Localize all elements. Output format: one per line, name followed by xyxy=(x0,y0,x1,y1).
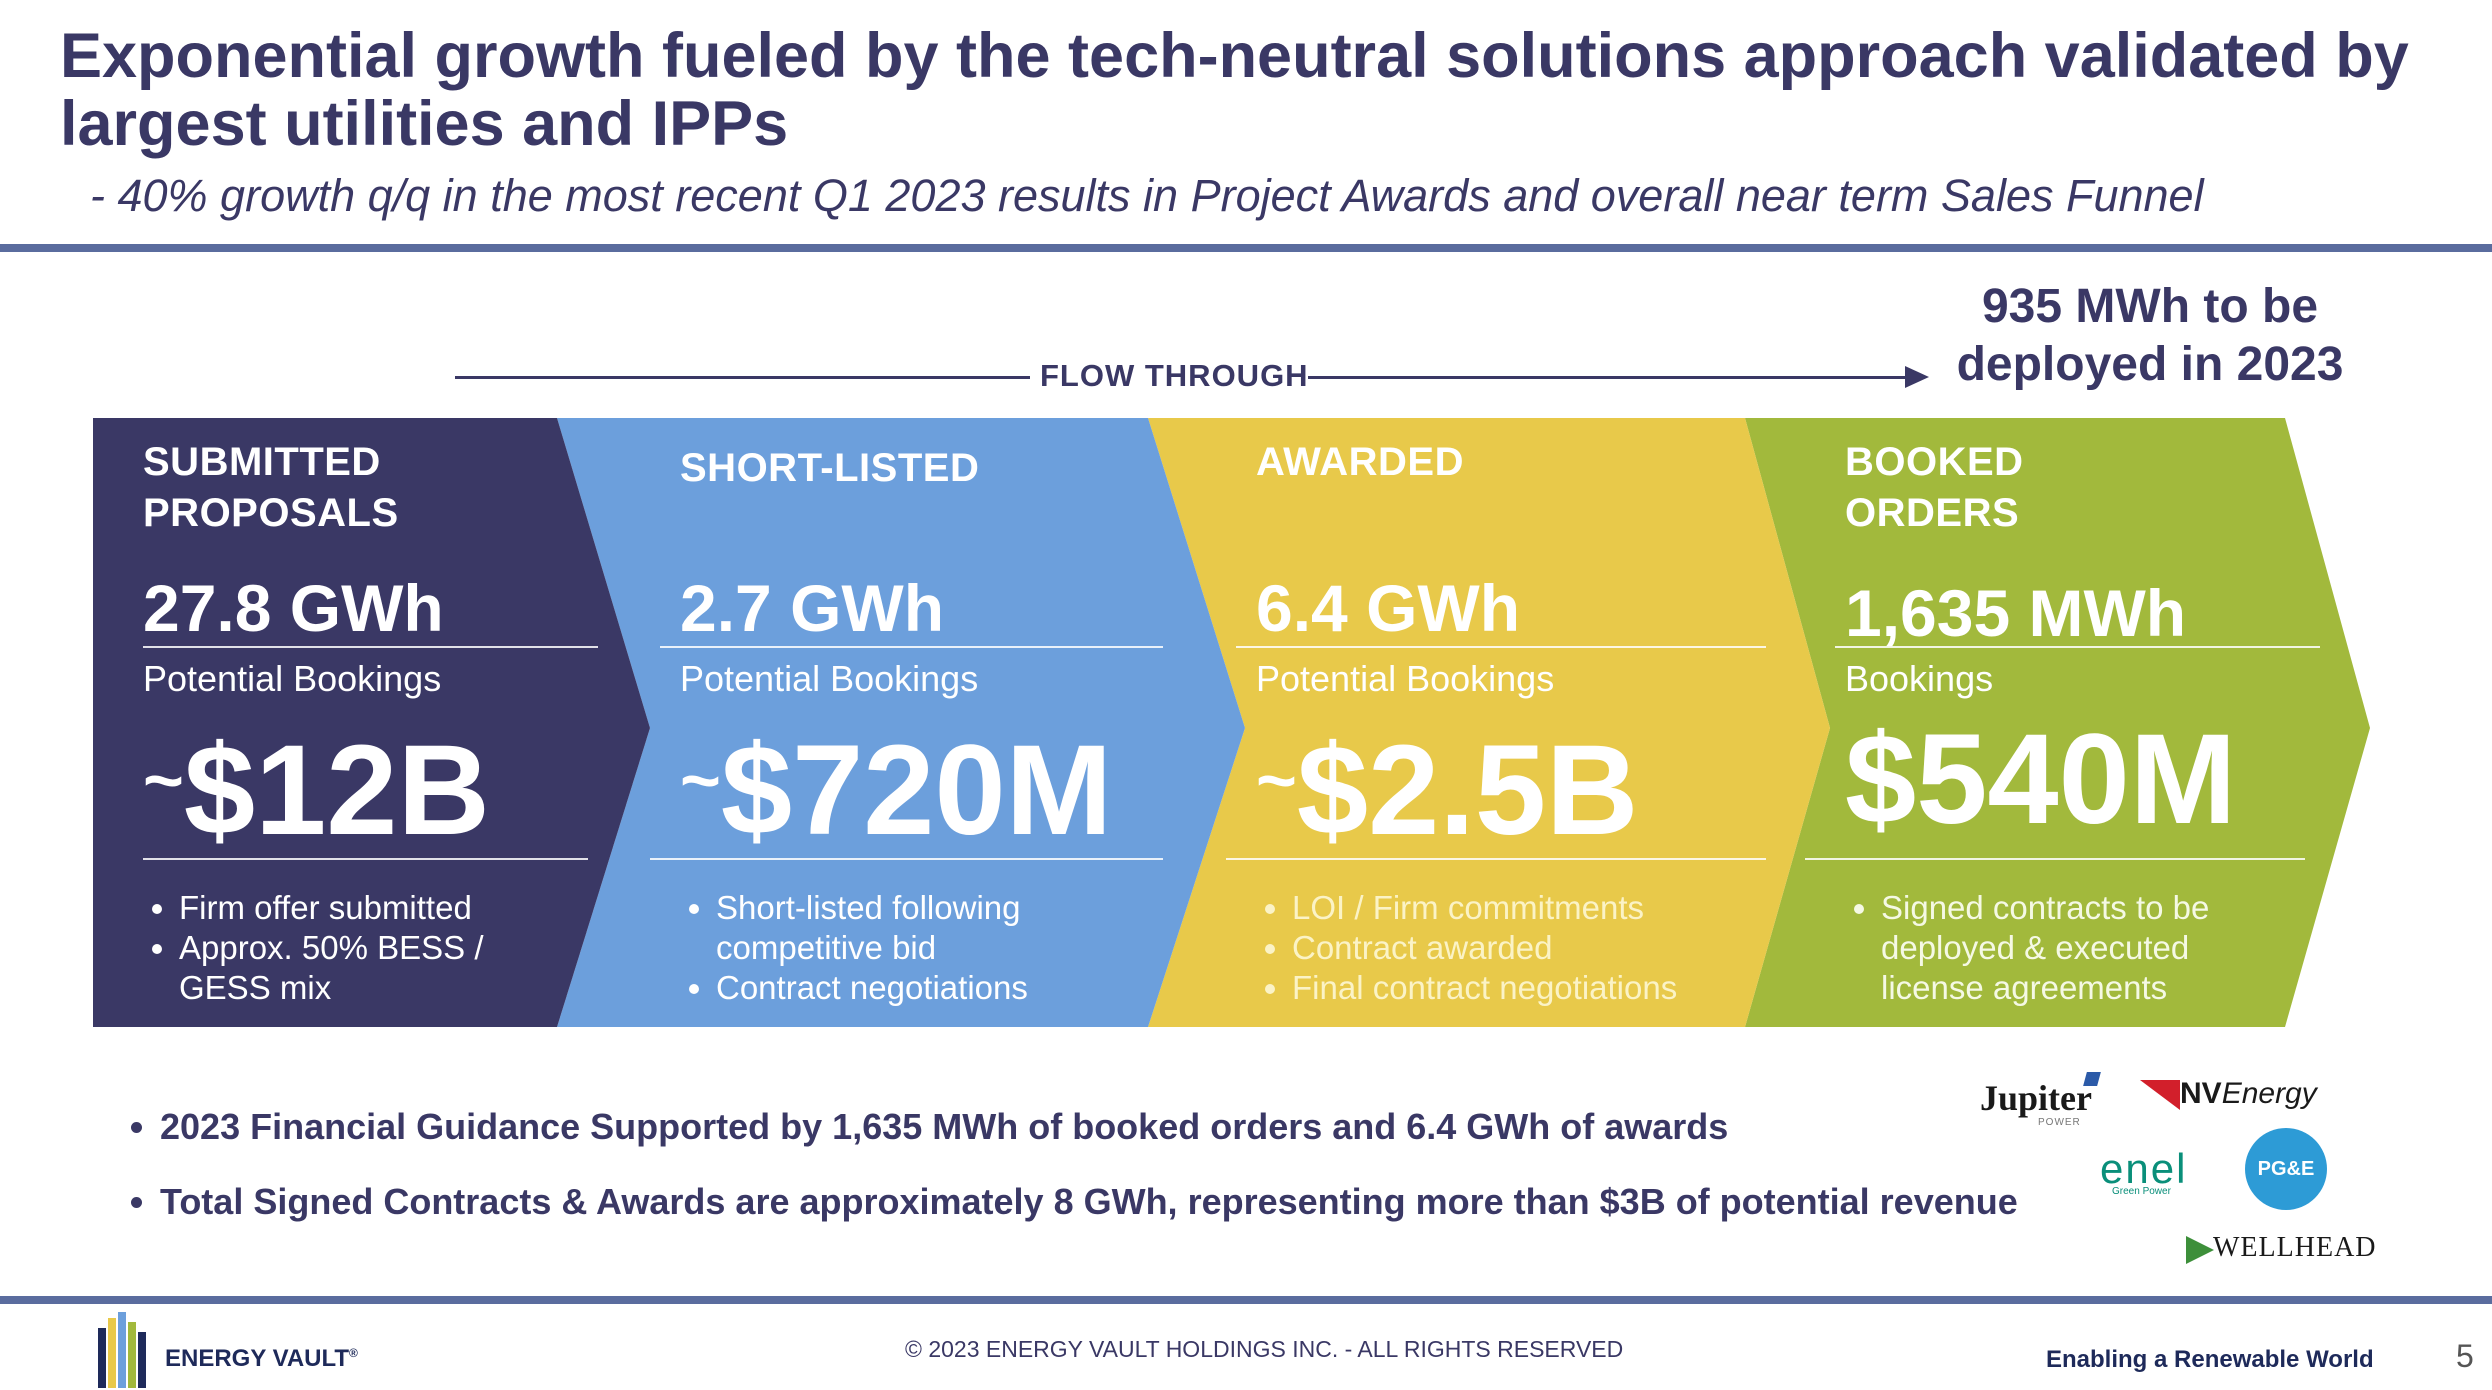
stage-bullet: Approx. 50% BESS / GESS mix xyxy=(179,928,559,1008)
nv-energy-logo-rest: Energy xyxy=(2221,1077,2317,1110)
stage-bullets: LOI / Firm commitments Contract awarded … xyxy=(1256,888,1752,1008)
footer-brand-mark: ® xyxy=(349,1346,358,1360)
stage-metric: 1,635 MWh xyxy=(1845,576,2187,650)
stage-divider-top xyxy=(660,646,1163,648)
stage-name: SUBMITTED PROPOSALS xyxy=(143,437,583,539)
slide-title: Exponential growth fueled by the tech-ne… xyxy=(60,21,2409,159)
stage-divider-top xyxy=(1236,646,1766,648)
stage-amount-value: $2.5B xyxy=(1296,719,1639,862)
chevron-short-listed xyxy=(557,418,1245,1027)
stage-amount-tilde: ~ xyxy=(1256,741,1297,819)
chevron-awarded xyxy=(1148,418,1830,1027)
summary-bullets: 2023 Financial Guidance Supported by 1,6… xyxy=(110,1108,2018,1258)
footer-brand: ENERGY VAULT® xyxy=(165,1345,358,1373)
stage-bookings-label: Potential Bookings xyxy=(1256,658,1555,699)
stage-amount-value: $540M xyxy=(1845,708,2237,851)
stage-bullet: Contract negotiations xyxy=(716,968,1136,1008)
stage-bookings-label: Bookings xyxy=(1845,658,1994,699)
stage-name-line-1: SHORT-LISTED xyxy=(680,446,980,490)
energy-vault-logo-icon xyxy=(98,1312,158,1388)
summary-bullet: 2023 Financial Guidance Supported by 1,6… xyxy=(160,1108,2018,1146)
stage-amount: ~$12B xyxy=(143,705,490,866)
stage-name: AWARDED xyxy=(1256,437,1696,488)
chevron-booked xyxy=(1745,418,2370,1027)
stage-bullets: Signed contracts to be deployed & execut… xyxy=(1845,888,2271,1008)
flow-line-right xyxy=(1308,376,1908,379)
stage-name: SHORT-LISTED xyxy=(680,443,1120,494)
stage-bullet: Final contract negotiations xyxy=(1292,968,1752,1008)
stage-bullet: Firm offer submitted xyxy=(179,888,559,928)
wellhead-logo: WELLHEAD xyxy=(2213,1232,2377,1263)
header-rule xyxy=(0,244,2492,252)
page-number: 5 xyxy=(2456,1338,2474,1374)
stage-bookings-label: Potential Bookings xyxy=(680,658,979,699)
stage-bullets: Firm offer submitted Approx. 50% BESS / … xyxy=(143,888,559,1008)
stage-name-line-2: ORDERS xyxy=(1845,491,2020,535)
slide-subtitle: - 40% growth q/q in the most recent Q1 2… xyxy=(90,170,2204,221)
stage-name-line-1: SUBMITTED xyxy=(143,440,381,484)
stage-name-line-1: BOOKED xyxy=(1845,440,2024,484)
stage-name: BOOKED ORDERS xyxy=(1845,437,2285,539)
stage-divider-bottom xyxy=(1226,858,1766,860)
deploy-callout: 935 MWh to be deployed in 2023 xyxy=(1940,278,2360,394)
deploy-line-2: deployed in 2023 xyxy=(1956,338,2344,391)
enel-logo-sub: Green Power xyxy=(2112,1186,2171,1197)
stage-metric: 2.7 GWh xyxy=(680,571,945,645)
deploy-line-1: 935 MWh to be xyxy=(1981,280,2319,333)
stage-divider-bottom xyxy=(1805,858,2305,860)
stage-divider-top xyxy=(143,646,598,648)
stage-bullet: Contract awarded xyxy=(1292,928,1752,968)
enel-logo: enel xyxy=(2100,1145,2188,1192)
footer-brand-name: ENERGY VAULT xyxy=(165,1345,350,1372)
stage-amount-tilde: ~ xyxy=(143,741,184,819)
flow-line-left xyxy=(455,376,1030,379)
stage-divider-bottom xyxy=(650,858,1163,860)
footer-tagline: Enabling a Renewable World xyxy=(2046,1346,2374,1373)
wellhead-mark-icon xyxy=(2186,1236,2214,1264)
flow-arrow-icon xyxy=(1905,366,1929,388)
stage-bookings-label: Potential Bookings xyxy=(143,658,442,699)
flow-label: FLOW THROUGH xyxy=(1040,358,1309,393)
stage-amount: $540M xyxy=(1845,705,2236,855)
pge-logo: PG&E xyxy=(2245,1128,2327,1210)
stage-bullets: Short-listed following competitive bid C… xyxy=(680,888,1136,1008)
stage-metric: 6.4 GWh xyxy=(1256,571,1521,645)
stage-divider-top xyxy=(1835,646,2320,648)
jupiter-logo: Jupiter xyxy=(1980,1078,2092,1118)
stage-metric: 27.8 GWh xyxy=(143,571,444,645)
stage-bullet: Signed contracts to be deployed & execut… xyxy=(1881,888,2271,1008)
stage-amount: ~$2.5B xyxy=(1256,705,1638,866)
stage-amount-tilde: ~ xyxy=(680,741,721,819)
stage-amount-value: $12B xyxy=(183,719,490,862)
nv-energy-logo: NVEnergy xyxy=(2180,1077,2317,1111)
stage-name-line-2: PROPOSALS xyxy=(143,491,399,535)
stage-name-line-1: AWARDED xyxy=(1256,440,1464,484)
stage-amount: ~$720M xyxy=(680,705,1112,866)
summary-bullet: Total Signed Contracts & Awards are appr… xyxy=(160,1183,2018,1221)
stage-divider-bottom xyxy=(143,858,588,860)
nv-energy-logo-bold: NV xyxy=(2180,1077,2222,1110)
nv-energy-mark-icon xyxy=(2140,1080,2180,1110)
stage-bullet: Short-listed following competitive bid xyxy=(716,888,1136,968)
jupiter-logo-sub: POWER xyxy=(2038,1117,2081,1128)
footer-copyright: © 2023 ENERGY VAULT HOLDINGS INC. - ALL … xyxy=(905,1336,1624,1362)
chevron-submitted xyxy=(93,418,650,1027)
footer-rule xyxy=(0,1296,2492,1304)
stage-bullet: LOI / Firm commitments xyxy=(1292,888,1752,928)
stage-amount-value: $720M xyxy=(720,719,1113,862)
